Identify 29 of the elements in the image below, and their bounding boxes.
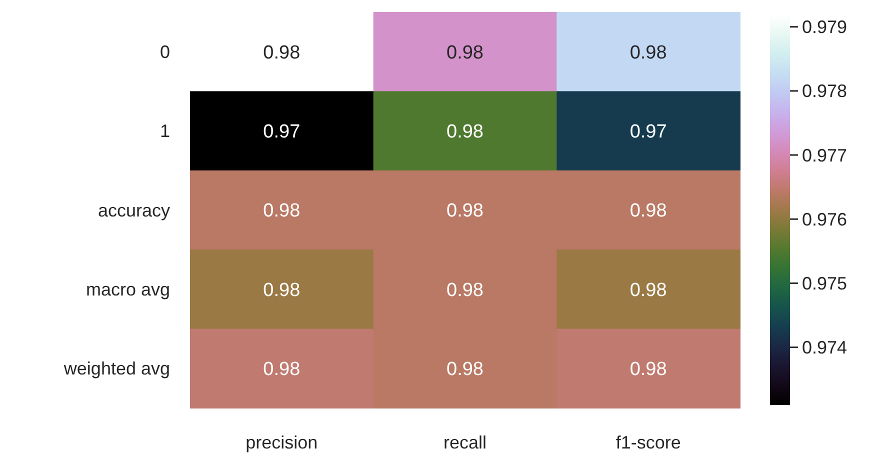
data-label: 0.97 bbox=[263, 121, 300, 142]
data-label: 0.98 bbox=[630, 280, 667, 301]
data-label: 0.98 bbox=[263, 42, 300, 64]
data-label: 0.98 bbox=[446, 280, 484, 301]
data-label: 0.98 bbox=[630, 359, 667, 380]
y-tick-label: weighted avg bbox=[62, 358, 170, 379]
data-label: 0.98 bbox=[263, 280, 300, 301]
color-bar-label: 0.979 bbox=[802, 17, 848, 38]
color-bar-label: 0.974 bbox=[802, 338, 848, 358]
x-tick-label: recall bbox=[443, 432, 487, 452]
data-label: 0.98 bbox=[446, 121, 484, 142]
x-tick-label: precision bbox=[246, 432, 318, 452]
data-label: 0.98 bbox=[630, 42, 667, 64]
color-bar-label: 0.978 bbox=[802, 81, 848, 102]
data-label: 0.98 bbox=[630, 200, 667, 222]
y-tick-label: 1 bbox=[160, 121, 170, 142]
y-tick-label: 0 bbox=[160, 42, 170, 62]
data-label: 0.98 bbox=[263, 200, 300, 222]
y-tick-label: accuracy bbox=[98, 200, 170, 220]
color-bar-label: 0.975 bbox=[802, 274, 848, 294]
data-label: 0.98 bbox=[446, 42, 484, 64]
x-tick-label: f1-score bbox=[616, 432, 681, 452]
y-tick-label: macro avg bbox=[86, 280, 170, 300]
color-bar-label: 0.977 bbox=[802, 145, 848, 166]
data-label: 0.97 bbox=[630, 121, 667, 142]
data-label: 0.98 bbox=[263, 359, 300, 380]
data-label: 0.98 bbox=[446, 359, 484, 380]
color-bar-label: 0.976 bbox=[802, 209, 848, 230]
data-label: 0.98 bbox=[446, 200, 484, 222]
